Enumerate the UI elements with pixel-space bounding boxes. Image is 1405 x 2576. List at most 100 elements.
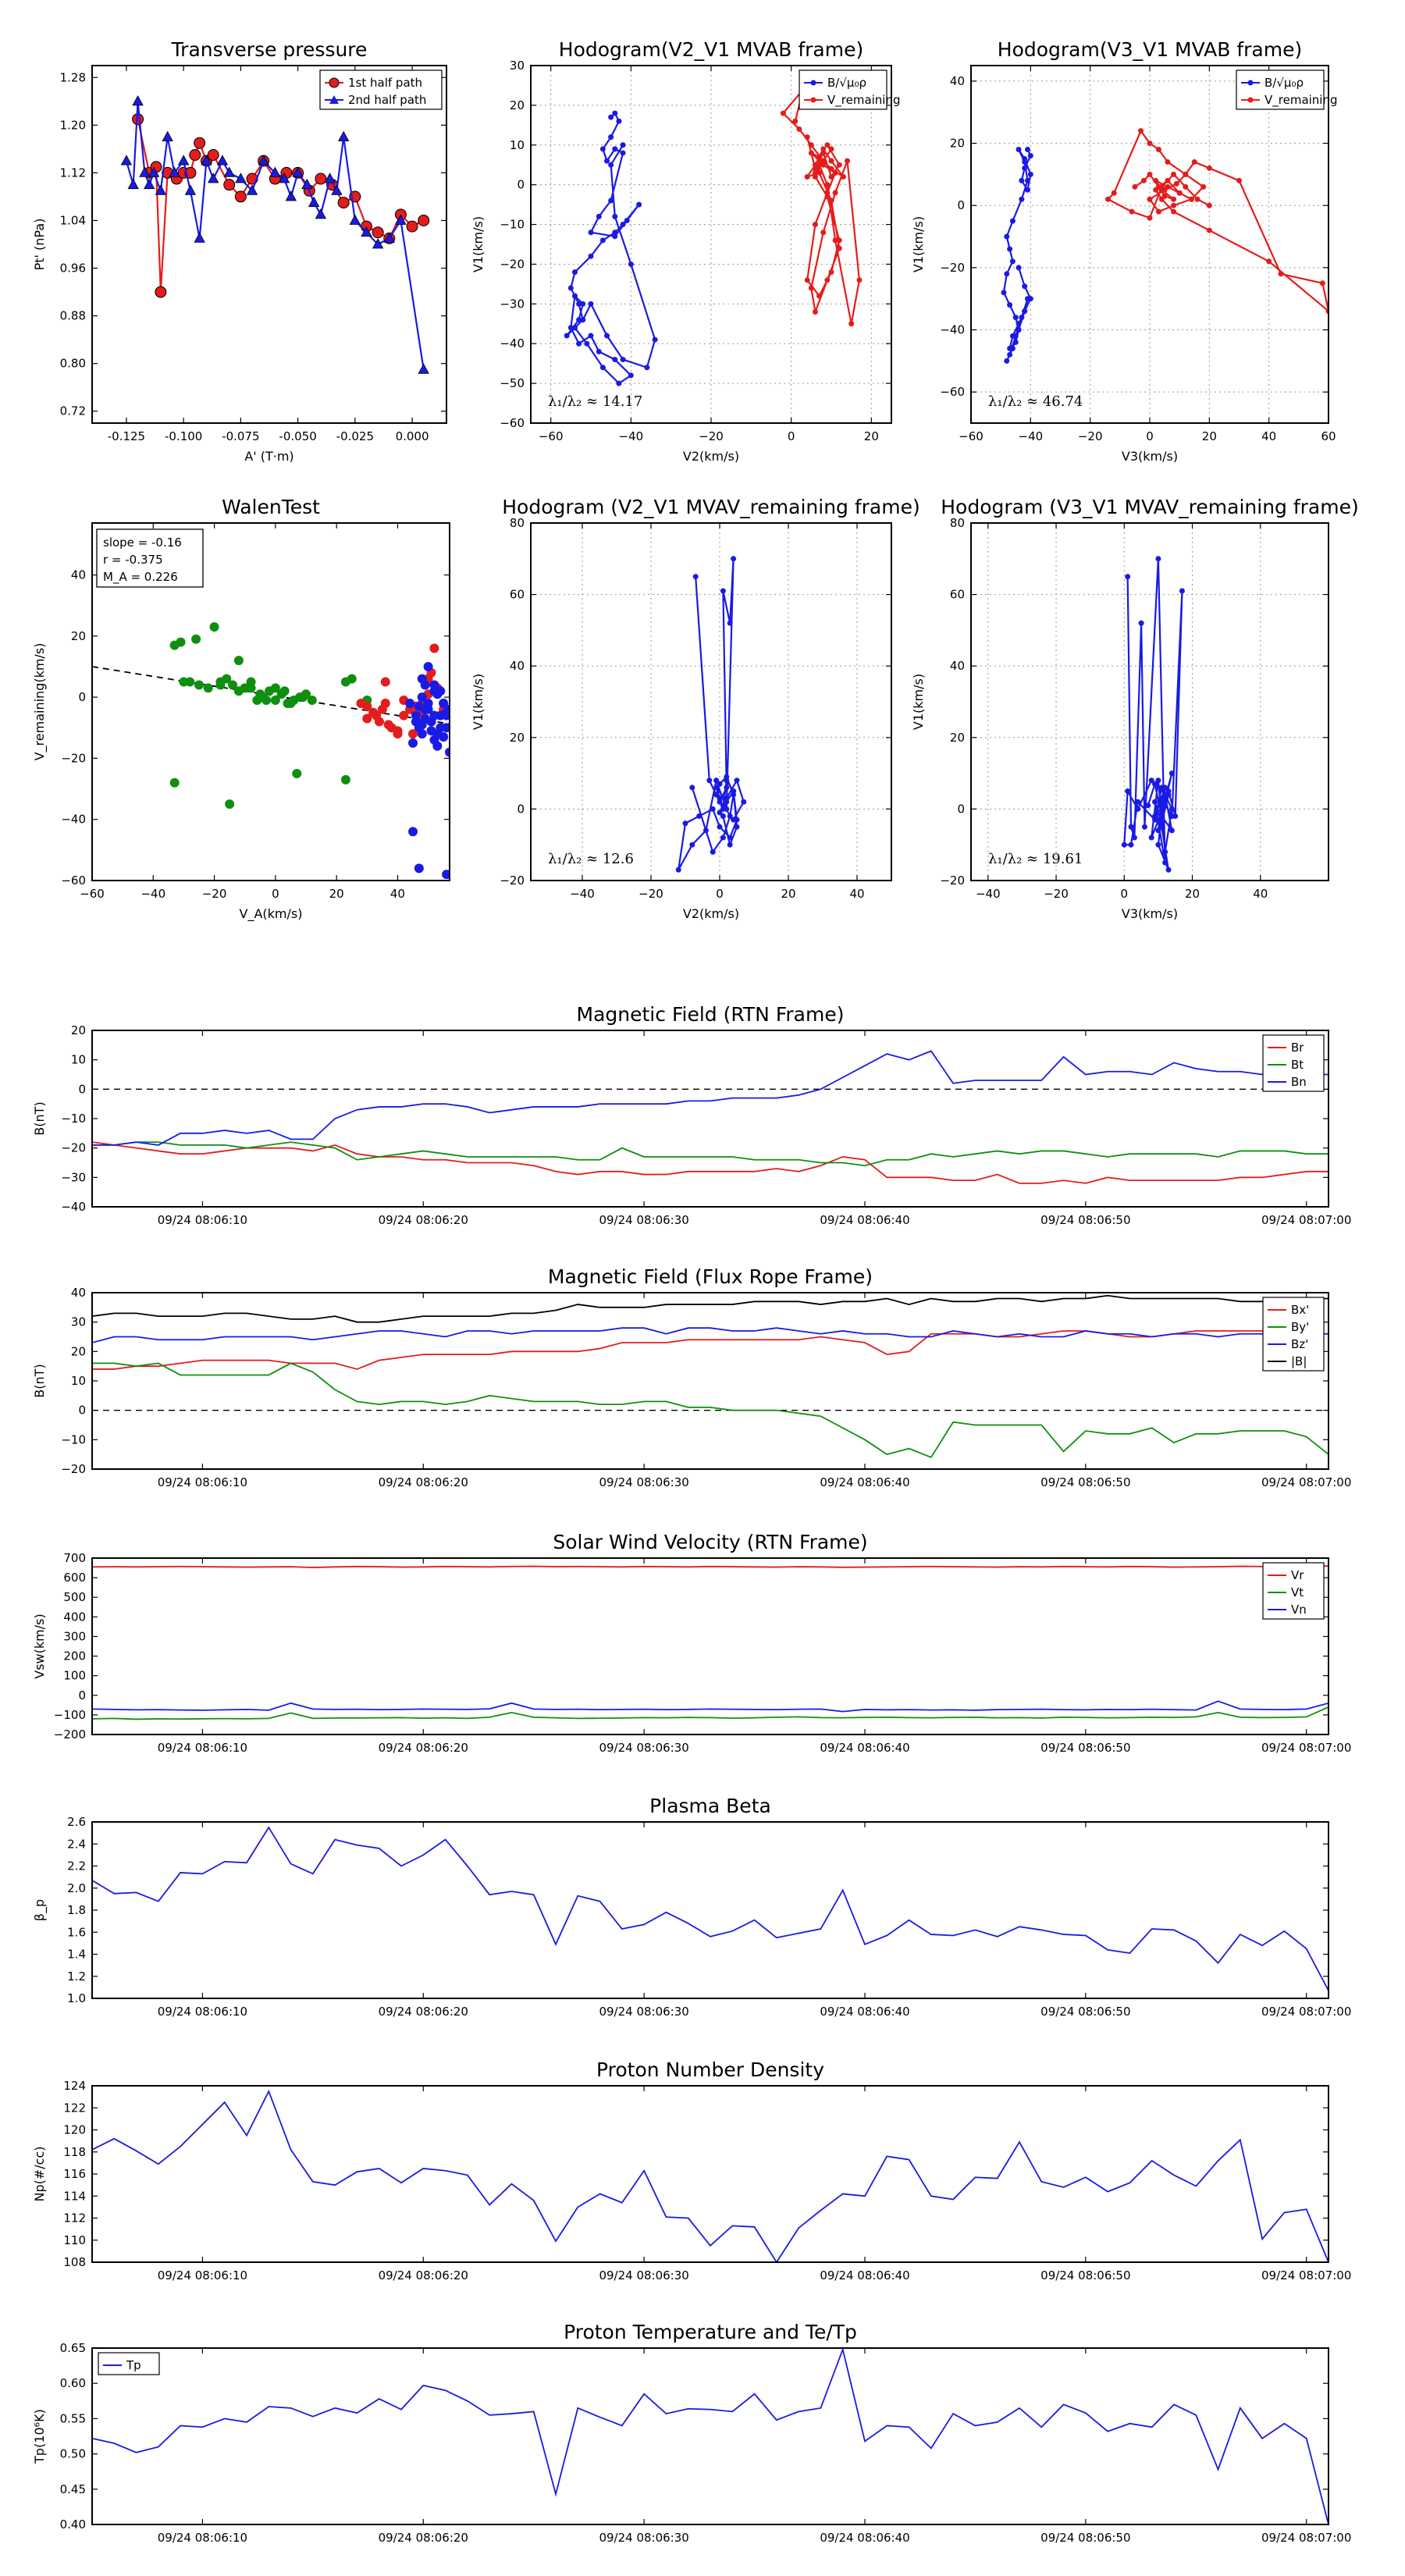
data-point [132, 94, 144, 106]
legend-label: Vr [1291, 1568, 1304, 1582]
data-point [828, 197, 834, 204]
x-tick-label: −20 [1044, 887, 1069, 901]
series-line [92, 1141, 1329, 1167]
data-point [417, 720, 427, 730]
legend-marker [1247, 80, 1254, 86]
data-point [255, 689, 265, 699]
data-point [571, 269, 578, 276]
series-bn [92, 1050, 1329, 1146]
data-point [571, 293, 578, 299]
data-point [429, 710, 439, 720]
legend-label: Bn [1291, 1075, 1307, 1089]
chart-title: Magnetic Field (Flux Rope Frame) [548, 1265, 873, 1288]
y-tick-label: −20 [61, 1141, 86, 1155]
x-tick-label: -0.025 [336, 429, 374, 443]
y-tick-label: 2.0 [67, 1881, 86, 1895]
series-b- [564, 110, 658, 386]
x-tick-label: 09/24 08:06:10 [158, 2005, 247, 2019]
data-point [258, 155, 269, 165]
data-point [720, 834, 726, 841]
series-b- [1001, 147, 1033, 364]
data-point [445, 704, 450, 714]
y-axis-label: Vsw(km/s) [32, 1614, 47, 1678]
series-line [92, 1700, 1329, 1713]
y-axis-label: V1(km/s) [471, 216, 486, 272]
ratio-annotation: λ₁/λ₂ ≈ 19.61 [988, 851, 1083, 867]
y-tick-label: −40 [61, 813, 86, 827]
data-point [1016, 265, 1022, 271]
data-point [417, 674, 427, 684]
x-tick-label: 0 [1146, 429, 1154, 443]
data-point [439, 732, 449, 742]
stats-box [96, 528, 204, 588]
data-point [1147, 171, 1153, 177]
legend-label: By' [1291, 1320, 1309, 1334]
data-point [832, 237, 838, 244]
series-line [137, 119, 425, 293]
y-tick-label: 0 [957, 198, 965, 212]
y-tick-label: 100 [63, 1669, 86, 1683]
legend-marker [329, 77, 340, 88]
data-point [808, 142, 814, 148]
x-tick-label: 09/24 08:06:40 [820, 2005, 909, 2019]
data-point [1162, 785, 1168, 791]
y-tick-label: 0.72 [60, 404, 86, 418]
x-tick-label: 40 [1253, 887, 1268, 901]
data-point [612, 213, 618, 219]
data-point [1168, 770, 1175, 777]
x-tick-label: 09/24 08:07:00 [1261, 1475, 1351, 1489]
data-point [361, 226, 372, 237]
chart-np: Proton Number Density 108 110 112 114 116 118 1… [32, 2058, 1351, 2282]
data-point [246, 683, 256, 693]
data-point [301, 178, 313, 190]
data-point [1158, 824, 1165, 830]
data-point [209, 622, 219, 632]
data-point [724, 795, 730, 802]
x-tick-label: 20 [1185, 887, 1200, 901]
x-tick-label: 09/24 08:06:10 [158, 1475, 247, 1489]
data-point [207, 149, 219, 161]
data-point [820, 162, 827, 168]
y-tick-label: 20 [950, 731, 965, 745]
data-point [1019, 196, 1025, 202]
data-point [604, 333, 610, 339]
data-point [233, 656, 244, 666]
data-point [308, 196, 320, 207]
x-tick-label: 09/24 08:06:30 [599, 1213, 688, 1227]
data-point [734, 777, 740, 784]
data-point [406, 220, 418, 233]
data-point [414, 863, 424, 873]
legend-box [1236, 69, 1325, 110]
data-point [270, 683, 280, 693]
data-point [423, 661, 433, 671]
x-tick-label: 09/24 08:06:30 [599, 2005, 688, 2019]
y-tick-label: −60 [500, 416, 525, 430]
legend-label: B/√μ₀ρ [1264, 76, 1304, 90]
axes-frame [91, 1292, 1329, 1470]
y-tick-label: 0.80 [60, 357, 86, 371]
data-point [576, 301, 582, 307]
plot-area [120, 94, 430, 374]
data-point [1158, 196, 1165, 202]
chart-tp: Proton Temperature and Te/Tp 0.40 0.45 0.50… [32, 2321, 1351, 2545]
y-tick-label: 122 [63, 2101, 86, 2115]
data-point [417, 692, 427, 703]
data-point [1153, 177, 1159, 183]
y-tick-label: 40 [71, 568, 86, 582]
data-point [816, 154, 823, 160]
data-point [580, 301, 586, 307]
data-point [571, 325, 578, 331]
y-axis-label: V1(km/s) [911, 216, 926, 272]
data-point [596, 348, 602, 354]
data-point [584, 340, 590, 347]
data-point [1004, 358, 1010, 364]
data-point [731, 817, 737, 823]
series-line [92, 1706, 1329, 1720]
data-point [1236, 177, 1242, 183]
data-point [1111, 190, 1117, 196]
series-np [92, 2089, 1329, 2262]
plot-area [92, 2348, 1329, 2524]
data-point [155, 184, 167, 195]
data-point [324, 173, 336, 183]
